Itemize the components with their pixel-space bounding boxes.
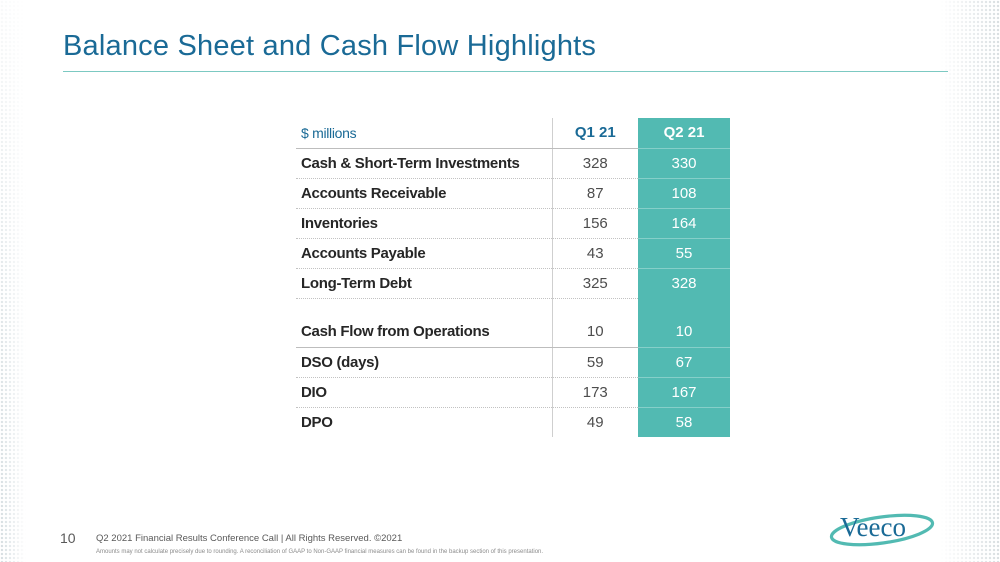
q1-value: 328 (551, 147, 638, 178)
q2-value: 10 (638, 317, 730, 347)
q1-value: 10 (551, 317, 638, 348)
q2-value: 328 (638, 267, 730, 298)
row-label: Long-Term Debt (296, 267, 552, 298)
q2-value: 67 (638, 346, 730, 377)
unit-label: $ millions (296, 118, 552, 149)
q2-value: 167 (638, 376, 730, 407)
table-row: Accounts Receivable 87 108 (296, 177, 730, 208)
q1-value: 59 (551, 346, 638, 377)
footnote: Amounts may not calculate precisely due … (96, 549, 544, 555)
financial-highlights-table: $ millions Q1 21 Q2 21 Cash & Short-Term… (296, 118, 730, 437)
table-row: DIO 173 167 (296, 376, 730, 407)
table-row: Accounts Payable 43 55 (296, 237, 730, 268)
row-label: DIO (296, 376, 552, 407)
q2-value: 108 (638, 177, 730, 208)
table-row: Long-Term Debt 325 328 (296, 267, 730, 298)
q2-value: 164 (638, 207, 730, 238)
q1-value: 87 (551, 177, 638, 208)
row-label: Inventories (296, 207, 552, 238)
table-header-row: $ millions Q1 21 Q2 21 (296, 118, 730, 149)
left-dot-fade (0, 0, 26, 562)
row-label: Cash Flow from Operations (296, 317, 552, 348)
table-row: Inventories 156 164 (296, 207, 730, 238)
title-divider (63, 71, 948, 72)
table-row: Cash & Short-Term Investments 328 330 (296, 147, 730, 178)
row-label: Accounts Receivable (296, 177, 552, 208)
q2-value: 330 (638, 147, 730, 178)
veeco-logo: Veeco (829, 512, 935, 547)
q2-value: 58 (638, 406, 730, 437)
q2-value: 55 (638, 237, 730, 268)
q1-value: 156 (551, 207, 638, 238)
q1-value: 173 (551, 376, 638, 407)
q1-value: 325 (551, 267, 638, 298)
slide-title: Balance Sheet and Cash Flow Highlights (63, 30, 597, 62)
row-label: DPO (296, 406, 552, 437)
footer-text: Q2 2021 Financial Results Conference Cal… (96, 533, 403, 544)
page-number: 10 (60, 530, 76, 546)
table-row: DSO (days) 59 67 (296, 346, 730, 377)
column-header-q1: Q1 21 (551, 118, 638, 149)
row-label: Accounts Payable (296, 237, 552, 268)
row-label: DSO (days) (296, 346, 552, 377)
table-row: DPO 49 58 (296, 406, 730, 437)
q1-value: 49 (551, 406, 638, 437)
column-header-q2: Q2 21 (638, 118, 730, 148)
table-row: Cash Flow from Operations 10 10 (296, 317, 730, 348)
logo-wordmark: Veeco (840, 512, 906, 542)
table-spacer-row (296, 297, 730, 317)
right-dot-pattern (940, 0, 1000, 562)
row-label: Cash & Short-Term Investments (296, 147, 552, 178)
q1-value: 43 (551, 237, 638, 268)
